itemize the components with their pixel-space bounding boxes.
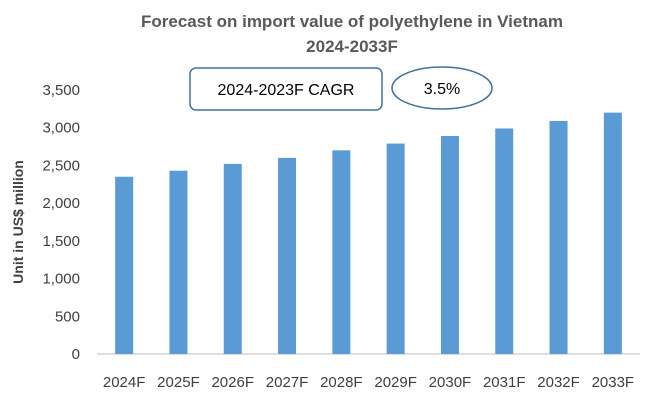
bar-2033F: [603, 112, 622, 354]
y-tick-label: 1,500: [42, 233, 80, 250]
y-tick-label: 0: [72, 346, 80, 363]
y-tick-label: 500: [55, 308, 80, 325]
bar-2028F: [332, 150, 351, 354]
x-tick-label: 2031F: [483, 374, 526, 391]
cagr-label: 2024-2023F CAGR: [218, 82, 355, 99]
bar-2027F: [278, 157, 297, 354]
bars: [115, 112, 622, 354]
bar-2031F: [495, 128, 514, 354]
x-tick-label: 2033F: [592, 374, 635, 391]
bar-2029F: [386, 143, 405, 354]
x-tick-label: 2026F: [211, 374, 254, 391]
chart-title: Forecast on import value of polyethylene…: [141, 12, 563, 31]
y-axis-label: Unit in US$ million: [10, 160, 26, 284]
y-axis-ticks: 0 500 1,000 1,500 2,000 2,500 3,000 3,500: [42, 82, 80, 363]
x-tick-label: 2024F: [103, 374, 146, 391]
x-tick-label: 2028F: [320, 374, 363, 391]
x-tick-label: 2029F: [374, 374, 417, 391]
y-tick-label: 2,500: [42, 157, 80, 174]
bar-2024F: [115, 176, 134, 354]
cagr-value: 3.5%: [424, 81, 460, 98]
x-axis-ticks: 2024F 2025F 2026F 2027F 2028F 2029F 2030F 2031F…: [103, 374, 634, 391]
x-tick-label: 2032F: [537, 374, 580, 391]
bar-2026F: [223, 163, 242, 354]
y-tick-label: 3,500: [42, 82, 80, 99]
bar-2030F: [440, 136, 459, 354]
cagr-value-ellipse: [391, 66, 493, 110]
y-tick-label: 3,000: [42, 120, 80, 137]
bar-2032F: [549, 120, 568, 354]
x-tick-label: 2025F: [157, 374, 200, 391]
chart-subtitle: 2024-2033F: [306, 37, 398, 56]
x-tick-label: 2030F: [429, 374, 472, 391]
cagr-callout: 2024-2023F CAGR 3.5%: [189, 66, 493, 111]
bar-2025F: [169, 170, 188, 354]
y-tick-label: 1,000: [42, 271, 80, 288]
cagr-label-box: [189, 67, 383, 111]
y-tick-label: 2,000: [42, 195, 80, 212]
x-tick-label: 2027F: [266, 374, 309, 391]
